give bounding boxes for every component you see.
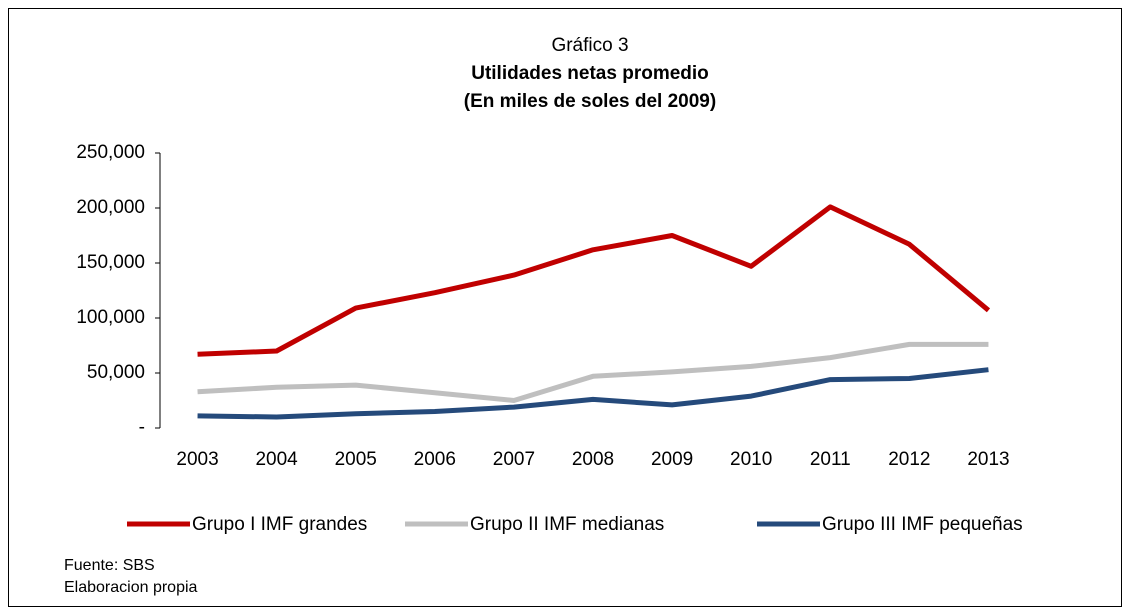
x-tick-label: 2005 bbox=[335, 449, 377, 470]
x-tick-label: 2007 bbox=[493, 449, 535, 470]
x-tick-label: 2006 bbox=[414, 449, 456, 470]
y-tick-label: 100,000 bbox=[76, 307, 145, 328]
y-tick-label: 200,000 bbox=[76, 197, 145, 218]
y-tick-label: 250,000 bbox=[76, 142, 145, 163]
x-tick-label: 2013 bbox=[967, 449, 1009, 470]
chart-border bbox=[8, 8, 1122, 607]
line-series bbox=[197, 367, 989, 420]
x-tick-label: 2011 bbox=[810, 449, 851, 470]
line-series bbox=[197, 341, 989, 403]
chart-title: Gráfico 3 bbox=[551, 35, 628, 56]
note: Fuente: SBS bbox=[64, 557, 155, 574]
line-series bbox=[197, 204, 991, 357]
legend-label: Grupo III IMF pequeñas bbox=[822, 514, 1023, 535]
legend-label: Grupo II IMF medianas bbox=[470, 514, 664, 535]
x-tick-label: 2009 bbox=[651, 449, 693, 470]
x-tick-label: 2004 bbox=[255, 449, 298, 470]
chart-subtitle: Utilidades netas promedio bbox=[471, 63, 709, 84]
y-tick-label: - bbox=[139, 417, 145, 438]
note: Elaboracion propia bbox=[64, 579, 198, 596]
x-tick-label: 2012 bbox=[888, 449, 930, 470]
y-tick-label: 150,000 bbox=[76, 252, 145, 273]
chart-subtitle: (En miles de soles del 2009) bbox=[464, 91, 716, 112]
x-tick-label: 2003 bbox=[176, 449, 218, 470]
x-tick-label: 2008 bbox=[572, 449, 614, 470]
x-tick-label: 2010 bbox=[730, 449, 772, 470]
legend-label: Grupo I IMF grandes bbox=[192, 514, 367, 535]
y-tick-label: 50,000 bbox=[87, 362, 145, 383]
